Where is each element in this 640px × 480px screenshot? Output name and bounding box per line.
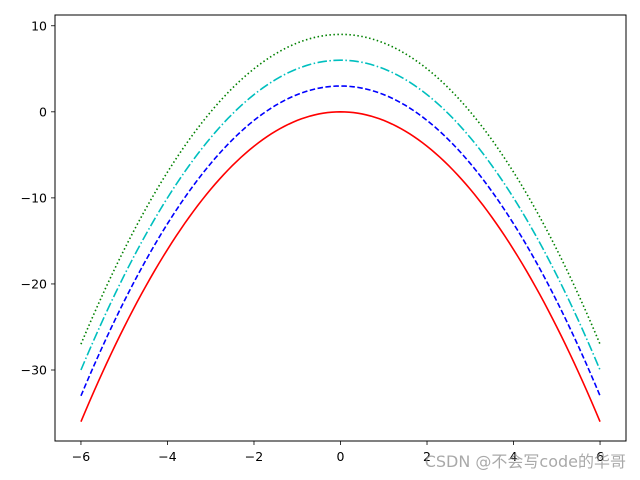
y-tick-label: −30: [21, 363, 47, 378]
x-tick-label: −4: [158, 449, 176, 464]
y-tick-label: −10: [21, 190, 47, 205]
y-tick-label: −20: [21, 276, 47, 291]
series-line-0: [80, 111, 601, 422]
x-tick-label: 2: [423, 449, 431, 464]
series-layer: [80, 33, 601, 422]
y-tick-label: 0: [39, 104, 47, 119]
x-tick-label: −6: [72, 449, 90, 464]
watermark: CSDN @不会写code的华哥: [424, 452, 626, 471]
x-tick-label: 0: [337, 449, 345, 464]
x-tick-label: −2: [245, 449, 263, 464]
y-tick-label: 10: [31, 18, 47, 33]
plot-frame: [54, 14, 627, 442]
plot-background: [55, 15, 626, 441]
x-tick-label: 4: [510, 449, 518, 464]
series-line-3: [80, 33, 601, 345]
x-tick-label: 6: [596, 449, 604, 464]
series-line-2: [80, 59, 601, 371]
series-line-1: [80, 85, 601, 397]
